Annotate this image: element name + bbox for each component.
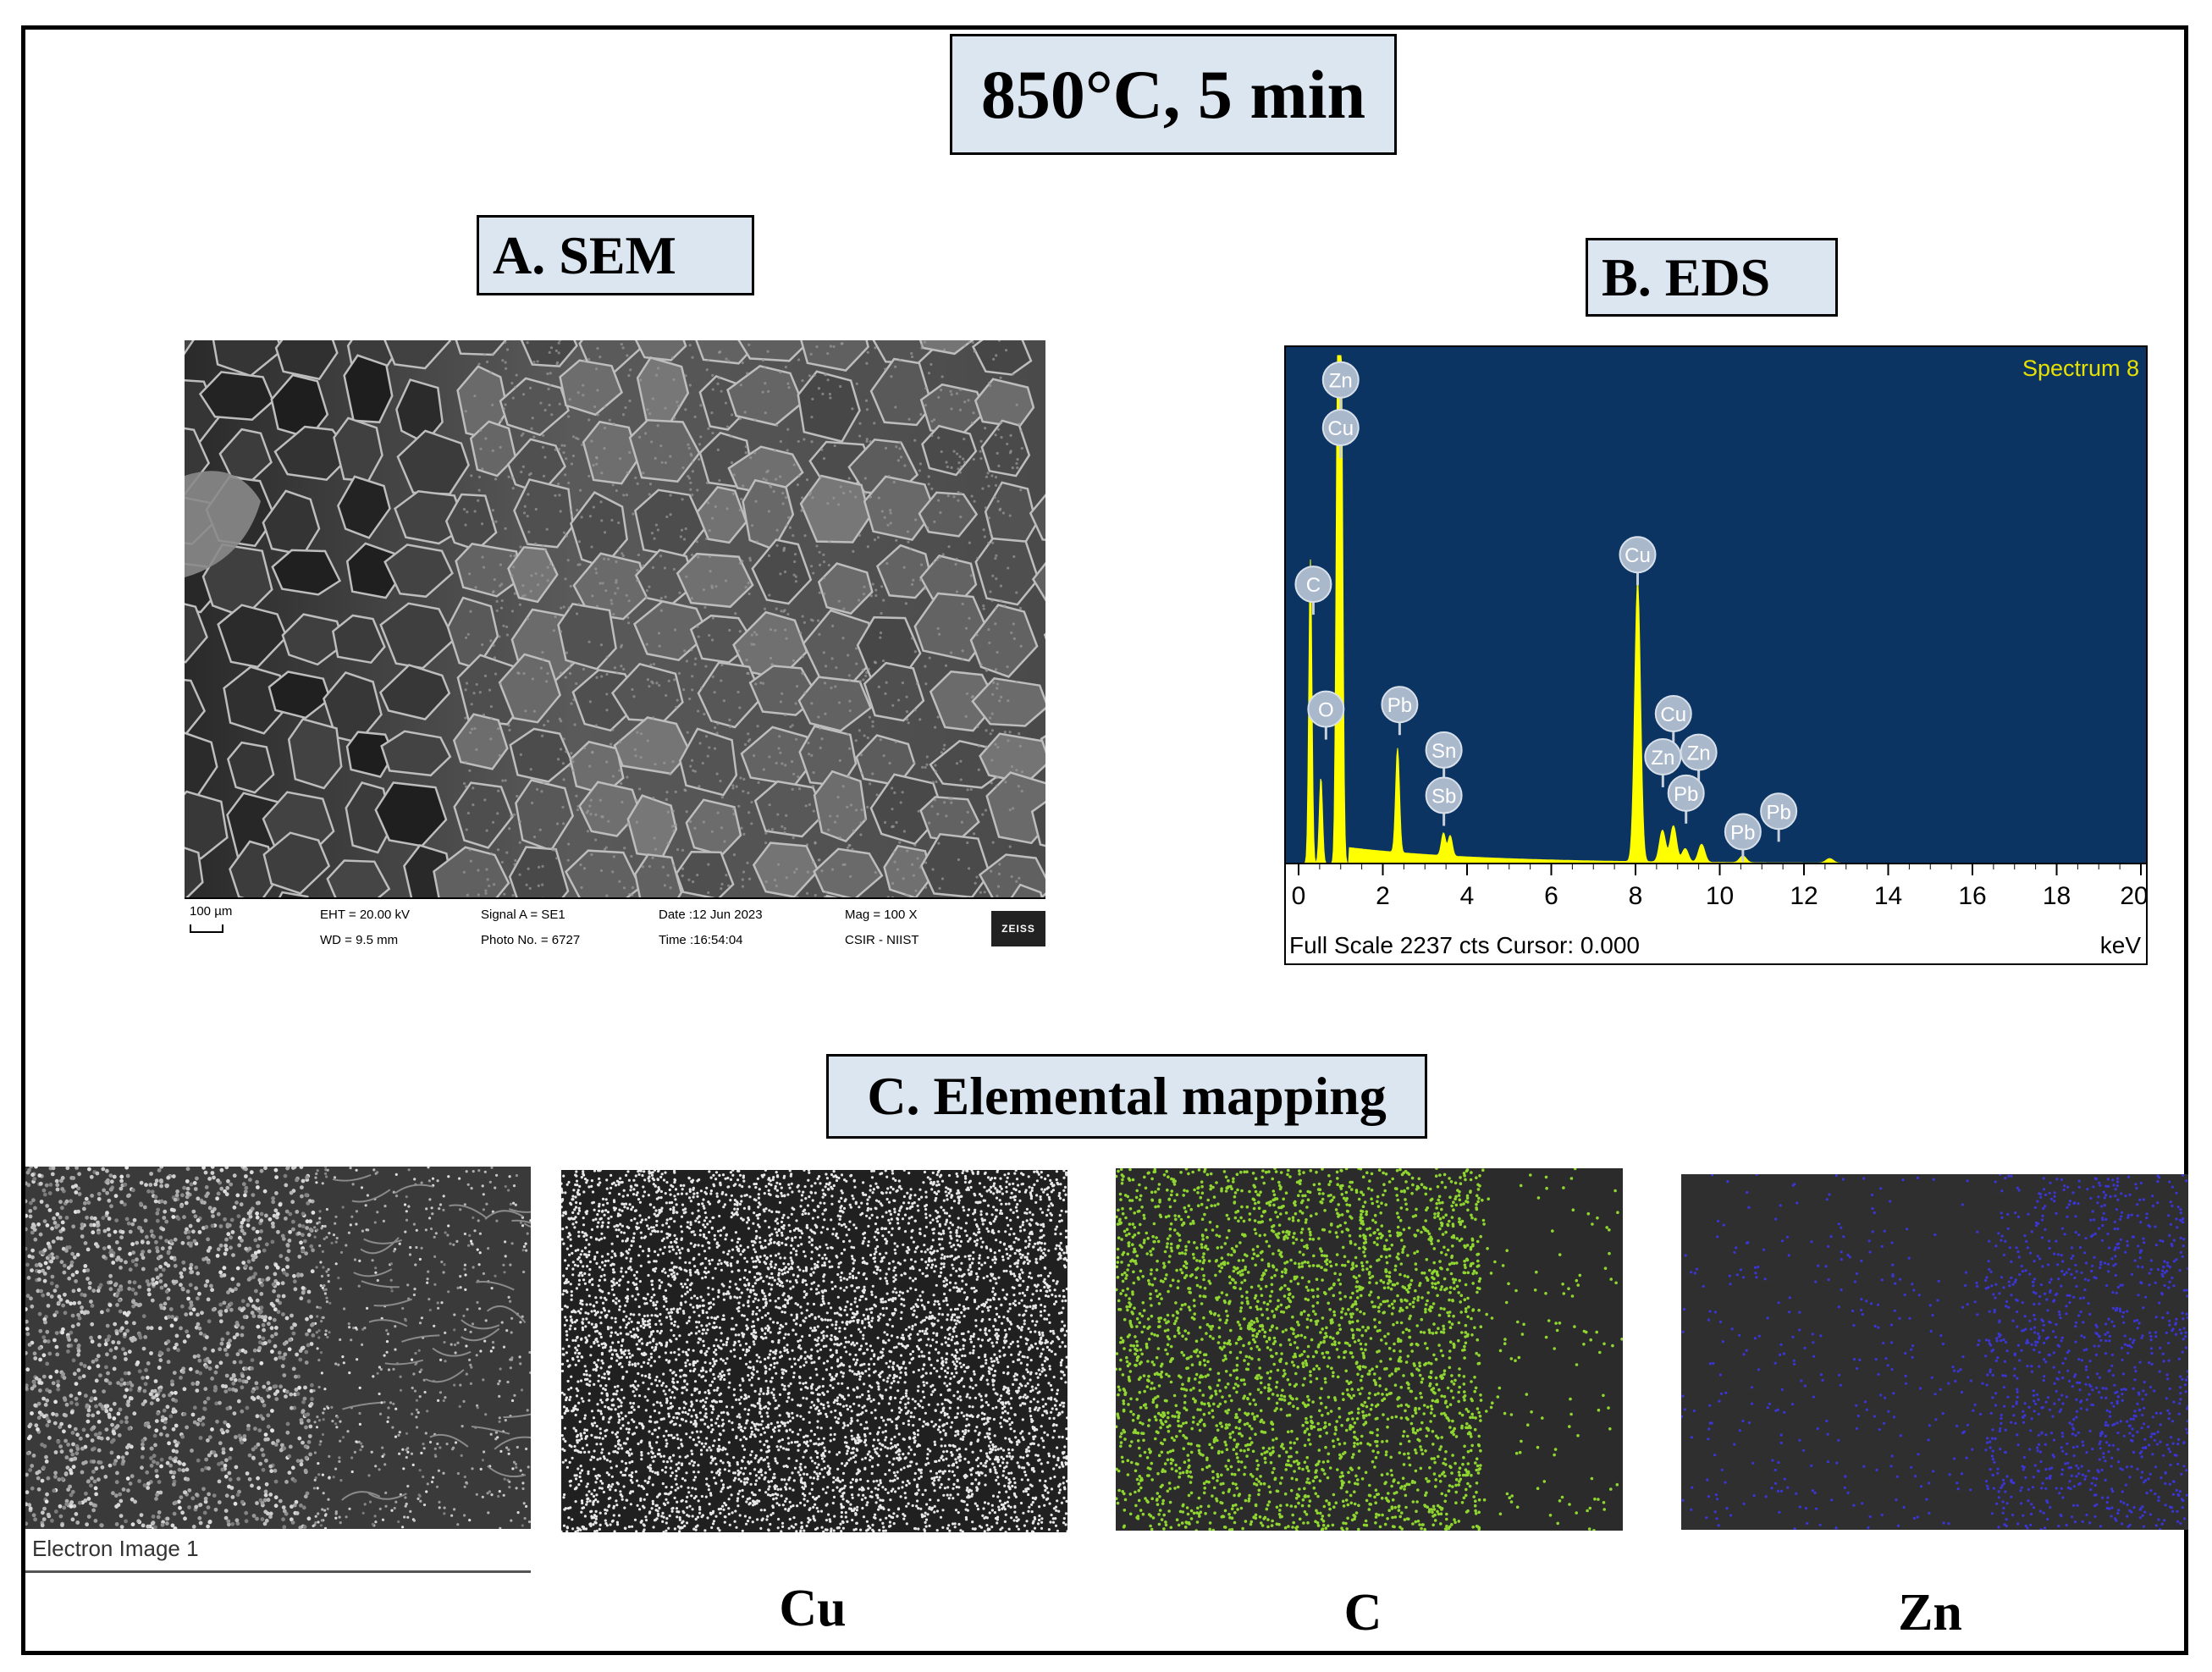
eds-peak-label: Pb — [1766, 801, 1790, 824]
eds-peak-marker: Pb — [1724, 813, 1762, 863]
eds-peak-label: Zn — [1329, 370, 1353, 393]
sem-texture — [185, 340, 1045, 899]
mapping-panel-label: C. Elemental mapping — [826, 1054, 1427, 1139]
eds-peak-label: Pb — [1387, 694, 1412, 717]
eds-x-tick-label: 16 — [1958, 882, 1986, 910]
eds-x-tick-label: 2 — [1376, 882, 1390, 910]
zn-map-label: Zn — [1898, 1584, 1962, 1642]
zn-map — [1681, 1174, 2188, 1530]
cu-map — [561, 1170, 1067, 1532]
eds-peak-label: Pb — [1730, 821, 1755, 844]
eds-x-tick-label: 20 — [2120, 882, 2146, 910]
eds-peak-marker: C — [1294, 566, 1332, 615]
cu-map-dots — [561, 1170, 1067, 1532]
zn-map-dots — [1681, 1174, 2188, 1530]
eds-x-tick-label: 10 — [1706, 882, 1734, 910]
sem-lab: CSIR - NIIST — [845, 933, 919, 947]
sem-time: Time :16:54:04 — [659, 933, 743, 947]
eds-peak-marker: Cu — [1654, 694, 1692, 744]
eds-peak-label: Cu — [1327, 417, 1354, 440]
sem-scale-label: 100 µm — [190, 904, 233, 919]
eds-x-tick-label: 6 — [1544, 882, 1558, 910]
eds-x-tick-label: 18 — [2043, 882, 2071, 910]
sem-wd: WD = 9.5 mm — [320, 933, 399, 947]
eds-unit-label: keV — [2100, 932, 2142, 958]
eds-spectrum-panel: 0 2 4 6 8 10 12 14 16 18 20 Spectrum 8 Full Scale 22… — [1284, 345, 2148, 965]
eds-spectrum-name: Spectrum 8 — [2022, 356, 2139, 381]
eds-peak-marker: O — [1307, 690, 1345, 740]
electron-image-caption: Electron Image 1 — [25, 1529, 531, 1573]
sem-scale-bar — [190, 924, 223, 933]
eds-peak-label: O — [1318, 699, 1334, 722]
eds-peak-label: Sn — [1431, 740, 1456, 763]
eds-peak-label: Cu — [1660, 704, 1686, 726]
eds-panel-label: B. EDS — [1586, 238, 1838, 317]
eds-x-tick-label: 0 — [1292, 882, 1306, 910]
eds-peak-marker: Cu — [1321, 409, 1360, 459]
electron-image — [25, 1167, 531, 1529]
sem-micrograph: 100 µm EHT = 20.00 kV WD = 9.5 mm Signal… — [185, 340, 1045, 958]
eds-peak-marker: Zn — [1321, 361, 1360, 411]
eds-footer: Full Scale 2237 cts Cursor: 0.000 — [1289, 932, 1640, 958]
eds-peak-marker: Pb — [1667, 774, 1705, 824]
eds-plot-background — [1286, 347, 2146, 864]
electron-image-texture — [25, 1167, 531, 1529]
c-map — [1116, 1168, 1623, 1531]
figure-title: 850°C, 5 min — [950, 34, 1397, 155]
eds-peak-marker: Cu — [1619, 536, 1657, 586]
zeiss-logo: ZEISS — [991, 911, 1045, 946]
sem-panel-label: A. SEM — [477, 215, 754, 295]
eds-peak-label: Pb — [1674, 783, 1698, 806]
eds-peak-marker: Zn — [1680, 733, 1718, 783]
sem-signal: Signal A = SE1 — [481, 908, 565, 922]
eds-peak-label: Cu — [1625, 544, 1651, 567]
eds-peak-label: Zn — [1687, 742, 1711, 765]
sem-date: Date :12 Jun 2023 — [659, 908, 763, 922]
sem-databar: 100 µm EHT = 20.00 kV WD = 9.5 mm Signal… — [185, 897, 1045, 958]
eds-x-tick-label: 8 — [1629, 882, 1643, 910]
cu-map-label: Cu — [779, 1580, 847, 1637]
eds-peak-marker: Sn — [1425, 731, 1463, 781]
eds-x-tick-label: 4 — [1460, 882, 1475, 910]
eds-peak-marker: Sb — [1425, 776, 1463, 826]
eds-peak-marker: Zn — [1644, 737, 1682, 787]
sem-eht: EHT = 20.00 kV — [320, 908, 411, 922]
eds-peak-label: Zn — [1651, 747, 1674, 770]
sem-photo: Photo No. = 6727 — [481, 933, 581, 947]
eds-peak-label: Sb — [1431, 786, 1456, 808]
figure-frame — [21, 25, 2188, 1655]
sem-mag: Mag = 100 X — [845, 908, 918, 922]
eds-spectrum-chart: 0 2 4 6 8 10 12 14 16 18 20 Spectrum 8 Full Scale 22… — [1286, 347, 2146, 958]
eds-peak-label: C — [1306, 574, 1321, 597]
eds-peak-marker: Pb — [1381, 686, 1419, 736]
eds-x-tick-label: 12 — [1790, 882, 1818, 910]
eds-x-tick-label: 14 — [1874, 882, 1902, 910]
eds-peak-marker: Pb — [1760, 792, 1798, 842]
c-map-dots — [1116, 1168, 1623, 1531]
c-map-label: C — [1343, 1584, 1382, 1642]
